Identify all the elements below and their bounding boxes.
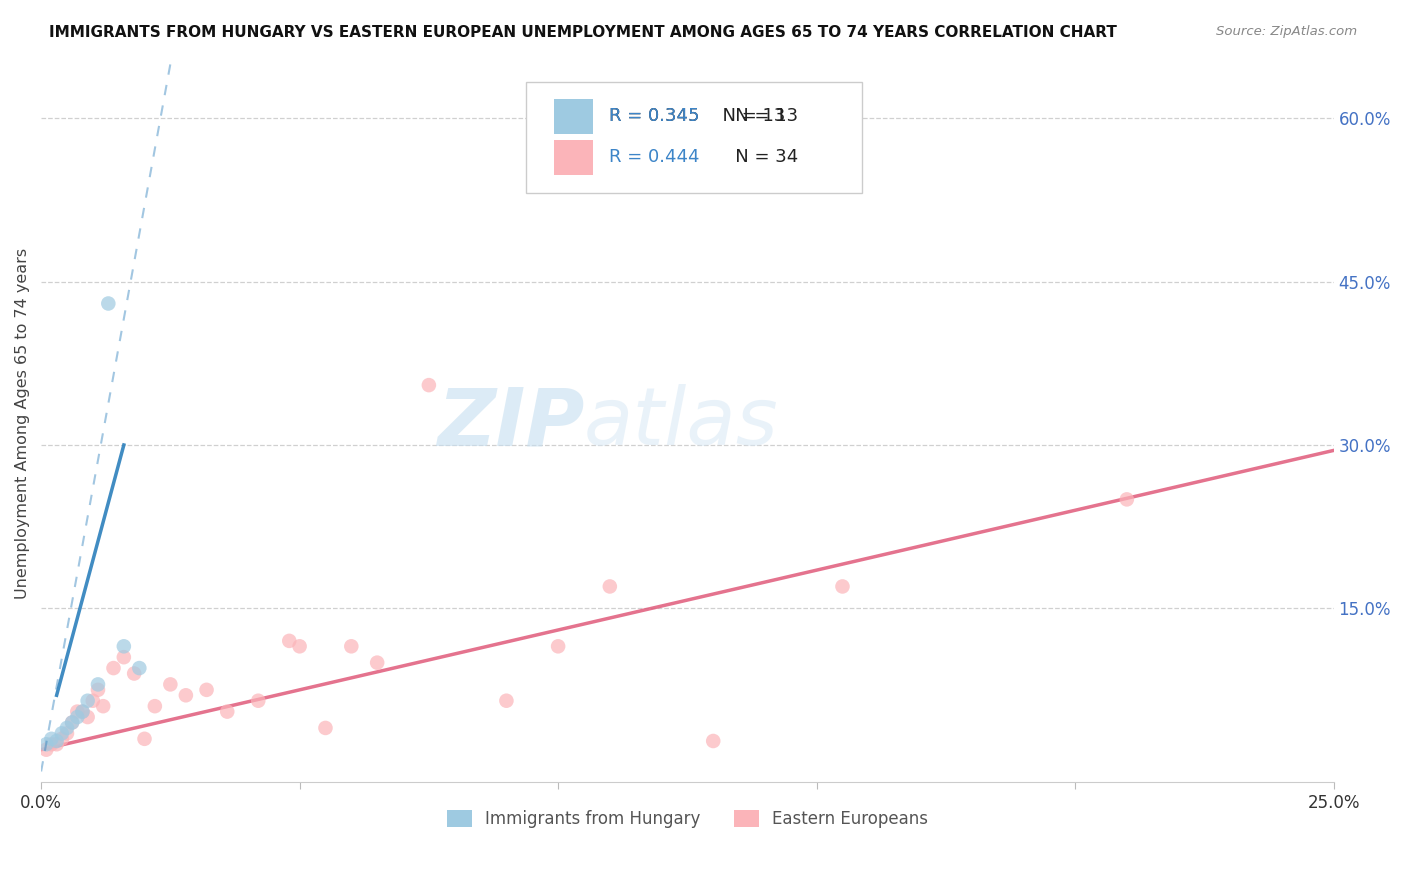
FancyBboxPatch shape: [554, 140, 593, 175]
Point: [66, 710, 89, 724]
Point: [122, 666, 145, 681]
Text: ZIP: ZIP: [437, 384, 583, 462]
Point: [112, 640, 135, 654]
Point: [97, 296, 120, 310]
Point: [35, 737, 58, 751]
Point: [76, 694, 98, 708]
Point: [174, 688, 197, 702]
Point: [66, 705, 89, 719]
Point: [366, 656, 388, 670]
Text: R = 0.345: R = 0.345: [609, 108, 699, 126]
Point: [599, 579, 621, 593]
Point: [45, 734, 67, 748]
Point: [72, 705, 94, 719]
Text: R = 0.444: R = 0.444: [609, 148, 699, 167]
Point: [35, 742, 58, 756]
Text: N = 34: N = 34: [718, 148, 799, 167]
Text: N = 13: N = 13: [718, 108, 799, 126]
Point: [112, 650, 135, 665]
Point: [143, 699, 166, 714]
Point: [103, 661, 125, 675]
Point: [831, 579, 853, 593]
Point: [82, 694, 104, 708]
Text: IMMIGRANTS FROM HUNGARY VS EASTERN EUROPEAN UNEMPLOYMENT AMONG AGES 65 TO 74 YEA: IMMIGRANTS FROM HUNGARY VS EASTERN EUROP…: [49, 25, 1118, 40]
Point: [56, 721, 79, 735]
FancyBboxPatch shape: [526, 82, 862, 194]
Point: [418, 378, 440, 392]
Point: [340, 640, 363, 654]
Point: [128, 661, 150, 675]
Point: [495, 694, 517, 708]
Point: [288, 640, 311, 654]
Point: [41, 737, 63, 751]
Point: [76, 710, 98, 724]
Point: [51, 731, 73, 746]
Point: [547, 640, 569, 654]
Point: [195, 682, 218, 697]
Point: [51, 726, 73, 740]
Point: [41, 731, 63, 746]
Point: [217, 705, 239, 719]
Text: R = 0.345    N = 13: R = 0.345 N = 13: [609, 108, 785, 126]
Point: [45, 737, 67, 751]
Point: [134, 731, 156, 746]
Point: [247, 694, 270, 708]
Point: [1115, 492, 1137, 507]
Point: [702, 734, 724, 748]
Legend: Immigrants from Hungary, Eastern Europeans: Immigrants from Hungary, Eastern Europea…: [440, 804, 935, 835]
Point: [56, 726, 79, 740]
Point: [159, 677, 181, 691]
Y-axis label: Unemployment Among Ages 65 to 74 years: Unemployment Among Ages 65 to 74 years: [15, 248, 30, 599]
Text: atlas: atlas: [583, 384, 779, 462]
FancyBboxPatch shape: [554, 99, 593, 134]
Point: [278, 633, 301, 648]
Point: [60, 715, 83, 730]
Point: [87, 677, 110, 691]
Point: [314, 721, 336, 735]
Point: [87, 682, 110, 697]
Text: Source: ZipAtlas.com: Source: ZipAtlas.com: [1216, 25, 1357, 38]
Point: [91, 699, 114, 714]
Point: [72, 705, 94, 719]
Point: [60, 715, 83, 730]
